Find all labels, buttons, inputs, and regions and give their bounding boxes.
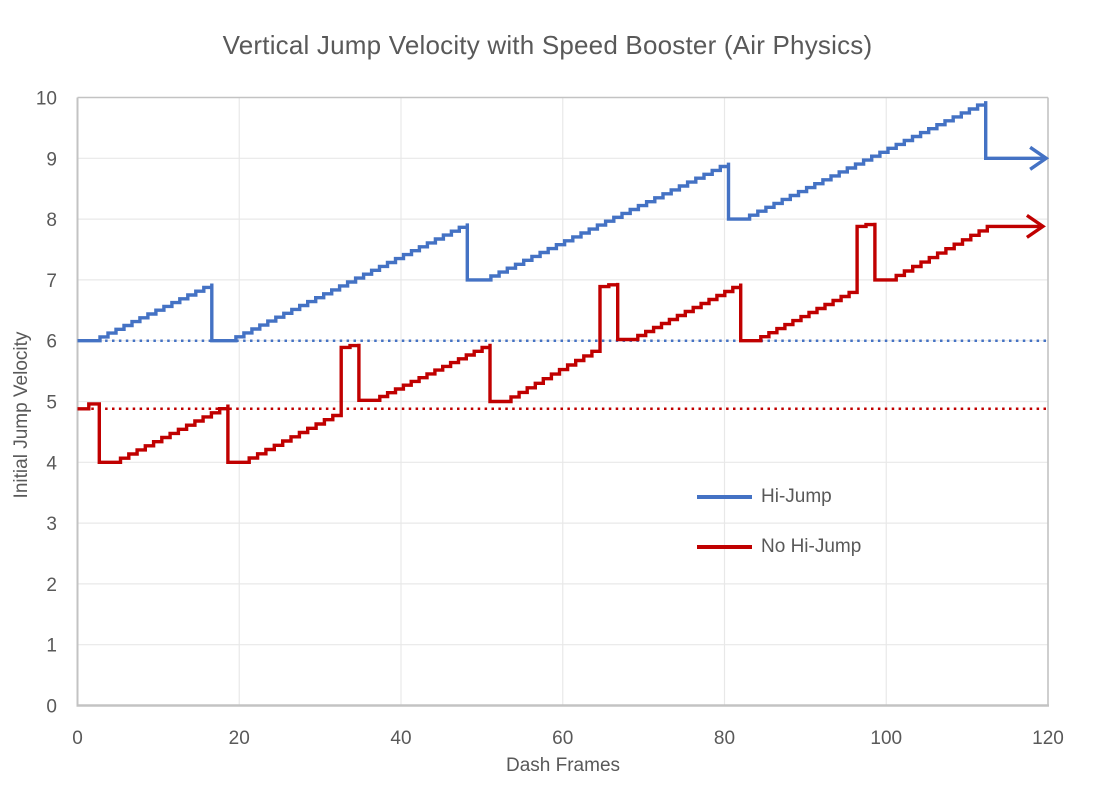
x-tick-label: 120 <box>1032 728 1064 749</box>
y-tick-label: 0 <box>46 697 57 718</box>
arrow-icon <box>1029 145 1050 171</box>
legend-line-sample-no-hi-jump <box>697 545 752 549</box>
series-line-hi-jump <box>77 101 1044 343</box>
series-line-no-hi-jump <box>77 222 1040 464</box>
x-tick-label: 80 <box>714 728 735 749</box>
legend-item-no-hi-jump: No Hi-Jump <box>697 536 861 558</box>
y-tick-label: 9 <box>46 149 57 170</box>
y-tick-label: 7 <box>46 271 57 292</box>
y-axis-title: Initial Jump Velocity <box>11 331 32 499</box>
y-tick-label: 3 <box>46 514 57 535</box>
x-tick-label: 0 <box>72 728 83 749</box>
x-tick-label: 100 <box>870 728 902 749</box>
arrow-icon <box>1025 213 1046 239</box>
x-axis-title: Dash Frames <box>505 755 621 776</box>
y-tick-label: 5 <box>46 393 57 414</box>
legend: Hi-Jump No Hi-Jump <box>697 486 861 586</box>
y-tick-label: 10 <box>36 89 57 110</box>
y-tick-label: 4 <box>46 453 57 474</box>
y-tick-label: 8 <box>46 210 57 231</box>
y-tick-label: 2 <box>46 575 57 596</box>
legend-label-no-hi-jump: No Hi-Jump <box>761 536 862 557</box>
y-tick-label: 1 <box>46 636 57 657</box>
legend-line-sample-hi-jump <box>697 495 752 499</box>
chart-title: Vertical Jump Velocity with Speed Booste… <box>222 30 873 60</box>
x-tick-label: 20 <box>229 728 250 749</box>
y-tick-label: 6 <box>46 332 57 353</box>
x-tick-label: 40 <box>390 728 411 749</box>
legend-item-hi-jump: Hi-Jump <box>697 486 861 508</box>
legend-label-hi-jump: Hi-Jump <box>761 486 832 507</box>
x-tick-label: 60 <box>552 728 573 749</box>
